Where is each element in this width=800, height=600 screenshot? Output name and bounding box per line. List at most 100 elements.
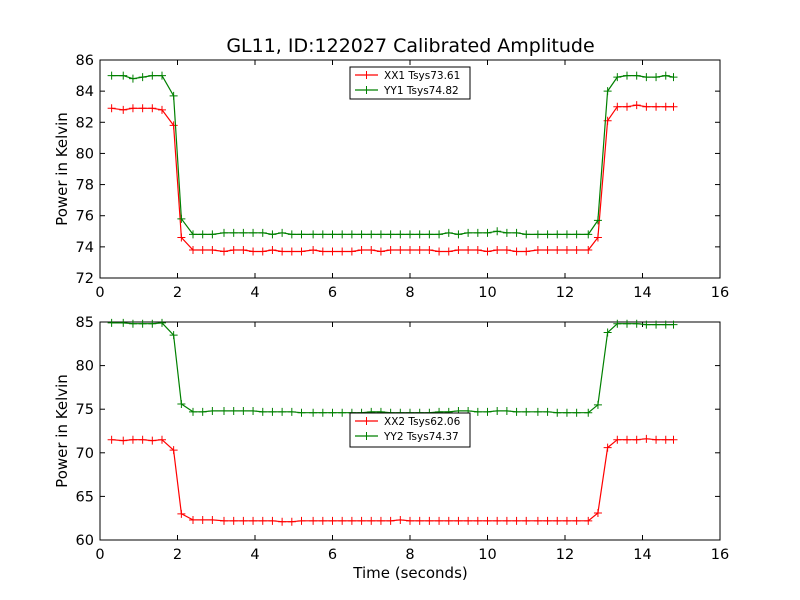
data-point <box>309 230 318 239</box>
data-point <box>229 516 238 525</box>
data-point <box>406 516 414 525</box>
x-axis-title: Time (seconds) <box>352 564 468 582</box>
data-point <box>572 408 581 417</box>
data-point <box>119 71 128 80</box>
x-tick-label: 8 <box>405 285 414 301</box>
data-point <box>367 230 376 239</box>
data-point <box>119 318 128 327</box>
data-point <box>338 247 347 256</box>
legend-label: YY1 Tsys74.82 <box>383 85 459 97</box>
data-point <box>357 245 366 254</box>
data-point <box>158 105 166 114</box>
data-point <box>473 407 482 416</box>
data-point <box>435 247 444 256</box>
data-point <box>512 247 521 256</box>
data-point <box>632 435 641 444</box>
data-point <box>268 407 277 416</box>
data-point <box>543 245 552 254</box>
bottom-plot-panel: 0 2 4 6 8 10 12 14 16 60 65 70 75 80 85 Power in Kelvin… <box>53 315 729 563</box>
data-point <box>623 71 631 80</box>
legend: XX1 Tsys73.61 YY1 Tsys74.82 <box>349 66 471 100</box>
data-point <box>512 407 521 416</box>
data-point <box>562 245 571 254</box>
data-point <box>493 406 502 415</box>
data-point <box>661 435 670 444</box>
data-point <box>572 230 581 239</box>
data-point <box>533 245 542 254</box>
x-tick-label: 0 <box>95 285 104 301</box>
data-point <box>669 73 678 82</box>
data-point <box>338 408 347 417</box>
data-point <box>138 435 147 444</box>
data-point <box>522 407 531 416</box>
y-tick-label: 84 <box>76 84 94 100</box>
data-point <box>464 516 473 525</box>
data-point <box>189 245 197 254</box>
x-tick-label: 8 <box>405 547 414 563</box>
data-point <box>593 400 602 409</box>
data-point <box>522 516 531 525</box>
data-point <box>543 516 552 525</box>
data-point <box>553 408 562 417</box>
data-point <box>328 516 337 525</box>
data-point <box>444 247 453 256</box>
data-point <box>623 102 631 111</box>
series-yy <box>107 71 678 239</box>
data-point <box>328 247 337 256</box>
data-point <box>533 516 542 525</box>
data-point <box>128 435 137 444</box>
data-point <box>169 446 178 455</box>
data-point <box>502 228 511 237</box>
data-point <box>642 320 651 329</box>
data-point <box>603 87 612 96</box>
legend-label: YY2 Tsys74.37 <box>383 431 459 443</box>
data-point <box>148 319 157 328</box>
data-point <box>249 516 258 525</box>
data-point <box>502 406 511 415</box>
data-point <box>444 516 453 525</box>
data-point <box>239 516 248 525</box>
data-point <box>309 516 318 525</box>
y-tick-label: 86 <box>76 53 94 69</box>
data-point <box>386 245 395 254</box>
data-point <box>169 121 178 130</box>
y-tick-label: 70 <box>76 446 94 462</box>
data-point <box>454 230 463 239</box>
data-point <box>338 230 347 239</box>
data-point <box>584 230 593 239</box>
data-point <box>584 516 593 525</box>
data-point <box>239 406 248 415</box>
x-tick-label: 2 <box>173 285 182 301</box>
data-point <box>318 408 327 417</box>
x-tick-label: 4 <box>250 547 259 563</box>
data-point <box>287 230 296 239</box>
x-tick-label: 14 <box>633 285 651 301</box>
legend-label: XX2 Tsys62.06 <box>384 416 461 428</box>
data-point <box>297 408 306 417</box>
data-point <box>258 228 267 237</box>
data-point <box>376 247 385 256</box>
data-point <box>444 228 453 237</box>
data-point <box>425 245 434 254</box>
y-tick-label: 80 <box>76 146 94 162</box>
data-point <box>148 71 157 80</box>
data-point <box>328 230 337 239</box>
data-point <box>177 214 186 223</box>
data-point <box>603 443 612 452</box>
y-tick-label: 82 <box>76 115 94 131</box>
data-point <box>278 247 287 256</box>
data-point <box>138 104 147 113</box>
data-point <box>562 408 571 417</box>
series-xx <box>107 434 678 526</box>
data-point <box>623 319 631 328</box>
data-point <box>396 230 405 239</box>
data-point <box>669 435 678 444</box>
data-point <box>189 515 197 524</box>
x-tick-label: 12 <box>556 547 574 563</box>
data-point <box>593 233 602 242</box>
data-point <box>239 245 248 254</box>
data-point <box>258 516 267 525</box>
data-point <box>584 408 593 417</box>
data-point <box>107 71 116 80</box>
